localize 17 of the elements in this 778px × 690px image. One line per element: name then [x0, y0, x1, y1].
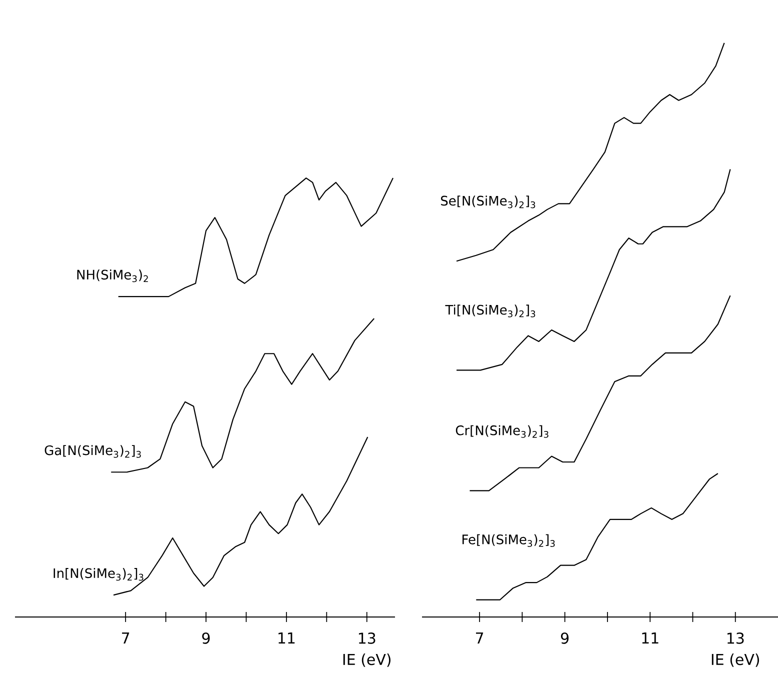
series-label: NH(SiMe$_{3}$)$_{2}$ — [77, 270, 148, 282]
x-tick-label: 13 — [727, 632, 744, 644]
series-label: Cr[N(SiMe$_{3}$)$_{2}$]$_{3}$ — [456, 425, 548, 438]
series-label: Ti[N(SiMe$_{3}$)$_{2}$]$_{3}$ — [445, 304, 536, 318]
x-tick-label: 11 — [278, 632, 295, 644]
x-tick-label: 11 — [642, 632, 658, 644]
series-label: Fe[N(SiMe$_{3}$)$_{2}$]$_{3}$ — [462, 534, 555, 547]
x-axis-title: IE (eV) — [712, 654, 759, 667]
series-label: In[N(SiMe$_{3}$)$_{2}$]$_{3}$ — [54, 568, 144, 581]
x-tick-label: 7 — [122, 632, 130, 644]
x-tick-label: 7 — [476, 632, 484, 644]
x-tick-label: 9 — [202, 632, 210, 644]
x-tick-label: 13 — [358, 632, 376, 644]
series-label: Se[N(SiMe$_{3}$)$_{2}$]$_{3}$ — [441, 196, 536, 208]
series-label: Ga[N(SiMe$_{3}$)$_{2}$]$_{3}$ — [44, 445, 141, 458]
x-axis-title: IE (eV) — [343, 654, 390, 667]
x-tick-label: 9 — [561, 632, 569, 644]
